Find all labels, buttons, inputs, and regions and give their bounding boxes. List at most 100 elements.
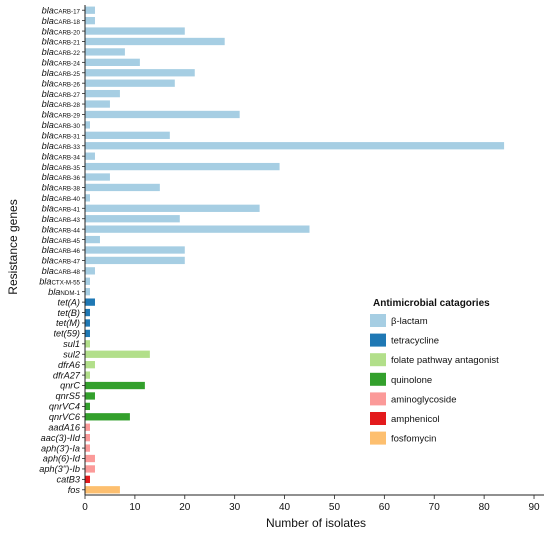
legend-label: quinolone — [391, 375, 432, 386]
legend-title: Antimicrobial catagories — [373, 298, 490, 309]
bar — [85, 173, 110, 181]
y-tick-label: blaCARB-36 — [42, 172, 81, 182]
bar — [85, 246, 185, 254]
bar — [85, 402, 90, 411]
y-tick-label: qnrS5 — [55, 391, 80, 401]
bar — [85, 27, 185, 35]
y-tick-label: blaCARB-31 — [42, 131, 81, 141]
x-tick-label: 80 — [479, 502, 491, 513]
x-tick-label: 90 — [528, 502, 540, 513]
bar — [85, 6, 95, 14]
y-tick-label: dfrA6 — [58, 360, 81, 370]
y-tick-label: dfrA27 — [53, 370, 81, 380]
bar — [85, 89, 120, 98]
y-tick-label: blaCARB-26 — [42, 78, 81, 88]
x-axis-title: Number of isolates — [266, 516, 366, 530]
y-tick-label: blaCARB-47 — [42, 256, 81, 266]
y-tick-label: blaCARB-48 — [42, 266, 81, 276]
y-tick-label: blaCARB-25 — [42, 68, 81, 78]
y-tick-label: blaCARB-38 — [42, 183, 81, 193]
legend-swatch — [370, 333, 386, 347]
legend-label: β-lactam — [391, 316, 428, 327]
bar — [85, 423, 90, 431]
y-tick-label: sul2 — [63, 349, 80, 359]
y-tick-label: aac(3)-IId — [41, 433, 81, 443]
bar — [85, 256, 185, 265]
bar — [85, 267, 95, 275]
legend: Antimicrobial catagories β-lactam tetracy… — [370, 298, 499, 445]
bar — [85, 277, 90, 285]
y-tick-label: blaCARB-18 — [42, 16, 81, 26]
bar — [85, 329, 90, 338]
y-tick-label: aadA16 — [48, 422, 81, 432]
y-tick-label: blaCARB-17 — [42, 5, 81, 15]
legend-swatch — [370, 431, 386, 445]
y-tick-label: blaCARB-45 — [42, 235, 81, 245]
legend-label: amphenicol — [391, 414, 440, 425]
y-tick-label: qnrVC4 — [49, 402, 80, 412]
bar — [85, 152, 95, 160]
y-tick-label: tet(A) — [58, 297, 80, 307]
bar — [85, 215, 180, 223]
bar — [85, 319, 90, 327]
x-tick-label: 0 — [82, 502, 88, 513]
y-tick-label: qnrC — [60, 381, 80, 391]
bar — [85, 121, 90, 129]
bar — [85, 183, 160, 192]
y-tick-label: blaCARB-22 — [42, 47, 81, 57]
y-tick-label: blaCARB-41 — [42, 203, 81, 213]
bar — [85, 444, 90, 452]
bar — [85, 204, 260, 212]
x-tick-label: 70 — [429, 502, 441, 513]
y-tick-label: blaCARB-28 — [42, 99, 81, 109]
bar — [85, 79, 175, 87]
bar — [85, 361, 95, 369]
y-tick-label: tet(B) — [58, 308, 80, 318]
bar — [85, 434, 90, 442]
y-tick-label: aph(3'')-Ib — [39, 464, 80, 474]
y-tick-label: qnrVC6 — [49, 412, 81, 422]
x-tick-label: 50 — [329, 502, 341, 513]
y-tick-label: blaCARB-40 — [42, 193, 81, 203]
bar — [85, 235, 100, 244]
bar — [85, 288, 90, 296]
y-tick-label: blaCARB-21 — [42, 37, 81, 47]
bar — [85, 308, 90, 317]
y-tick-label: blaCARB-30 — [42, 120, 81, 130]
y-tick-label: blaCARB-29 — [42, 110, 81, 120]
x-ticks: 0 10 20 30 40 50 60 70 80 90 — [82, 495, 540, 513]
bar — [85, 298, 95, 306]
y-tick-label: blaCARB-46 — [42, 245, 81, 255]
x-tick-label: 10 — [129, 502, 141, 513]
legend-swatch — [370, 392, 386, 406]
bar — [85, 69, 195, 77]
bar — [85, 100, 110, 108]
bar — [85, 465, 95, 473]
bar — [85, 37, 225, 46]
bar — [85, 475, 90, 484]
y-tick-label: blaCARB-34 — [42, 151, 81, 161]
legend-label: fosfomycin — [391, 434, 436, 445]
bar — [85, 194, 90, 202]
bar — [85, 225, 310, 233]
bar — [85, 340, 90, 348]
y-tick-label: blaCARB-24 — [42, 58, 81, 68]
y-tick-label: aph(3')-Ia — [41, 443, 80, 453]
y-axis-title: Resistance genes — [6, 199, 20, 294]
x-tick-label: 20 — [179, 502, 191, 513]
bar — [85, 48, 125, 56]
y-tick-label: blaCARB-27 — [42, 89, 81, 99]
y-tick-label: blaCARB-20 — [42, 26, 81, 36]
bar — [85, 371, 90, 379]
y-tick-label: tet(M) — [56, 318, 80, 328]
legend-swatch — [370, 314, 386, 327]
x-tick-label: 40 — [279, 502, 291, 513]
bar — [85, 486, 120, 494]
legend-label: tetracycline — [391, 336, 439, 347]
bar — [85, 16, 95, 25]
bar — [85, 392, 95, 400]
y-tick-label: sul1 — [63, 339, 80, 349]
y-tick-label: tet(59) — [53, 329, 80, 339]
legend-swatch — [370, 372, 386, 386]
